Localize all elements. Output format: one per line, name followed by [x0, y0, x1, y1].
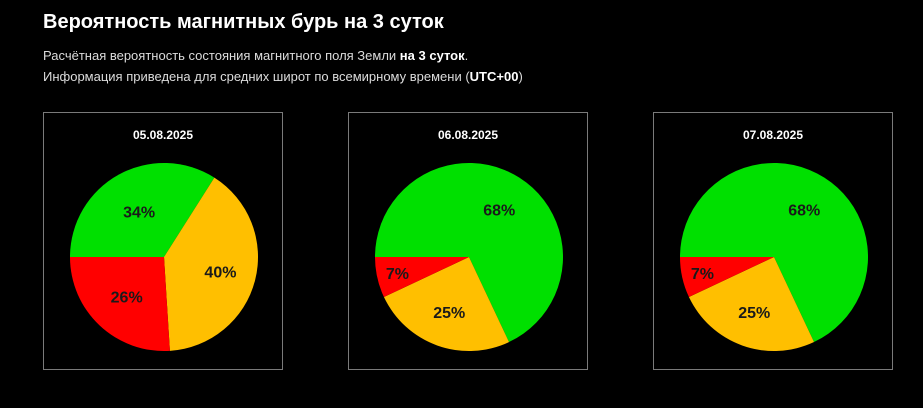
- pie-slice-red: [680, 257, 774, 298]
- pie-slice-label-green: 68%: [788, 202, 820, 219]
- description-line-1-bold: на 3 суток: [399, 48, 465, 63]
- forecast-card-day-1: 05.08.2025 34% 40% 26%: [43, 112, 283, 370]
- page-title: Вероятность магнитных бурь на 3 суток: [43, 11, 444, 33]
- description-line-1-suffix: .: [464, 48, 469, 63]
- forecast-card-day-3: 07.08.2025 68% 25% 7%: [653, 112, 893, 370]
- card-date: 05.08.2025: [132, 128, 194, 142]
- pie-slice-red: [70, 257, 170, 351]
- pie-slice-green: [375, 162, 563, 343]
- pie-chart-day-1: 34% 40% 26%: [70, 163, 258, 351]
- card-date: 07.08.2025: [742, 128, 804, 142]
- pie-slice-green: [70, 163, 215, 257]
- description-line-1-text: Расчётная вероятность состояния магнитно…: [43, 48, 400, 63]
- pie-slice-label-green: 68%: [483, 202, 515, 219]
- pie-slice-green: [680, 162, 868, 343]
- forecast-card-day-2: 06.08.2025 68% 25% 7%: [348, 112, 588, 370]
- pie-chart-day-2: 68% 25% 7%: [375, 162, 563, 351]
- pie-slice-red: [375, 257, 469, 298]
- pie-slice-label-red: 7%: [691, 266, 714, 283]
- description-line-2-bold: UTC+00: [469, 69, 519, 84]
- description-line-2: Информация приведена для средних широт п…: [43, 69, 523, 84]
- pie-slice-label-yellow: 25%: [433, 305, 465, 322]
- description-line-2-suffix: ): [518, 69, 523, 84]
- description-line-2-text: Информация приведена для средних широт п…: [43, 69, 470, 84]
- pie-slice-yellow: [164, 177, 258, 351]
- pie-slice-label-red: 26%: [111, 290, 143, 307]
- card-date: 06.08.2025: [437, 128, 499, 142]
- pie-slice-yellow: [688, 257, 815, 351]
- pie-slice-label-green: 34%: [123, 205, 155, 222]
- pie-slice-yellow: [383, 257, 510, 351]
- pie-chart-day-3: 68% 25% 7%: [680, 162, 868, 351]
- pie-slice-label-yellow: 25%: [738, 305, 770, 322]
- description-line-1: Расчётная вероятность состояния магнитно…: [43, 48, 468, 63]
- pie-slice-label-red: 7%: [386, 266, 409, 283]
- pie-slice-label-yellow: 40%: [204, 264, 236, 281]
